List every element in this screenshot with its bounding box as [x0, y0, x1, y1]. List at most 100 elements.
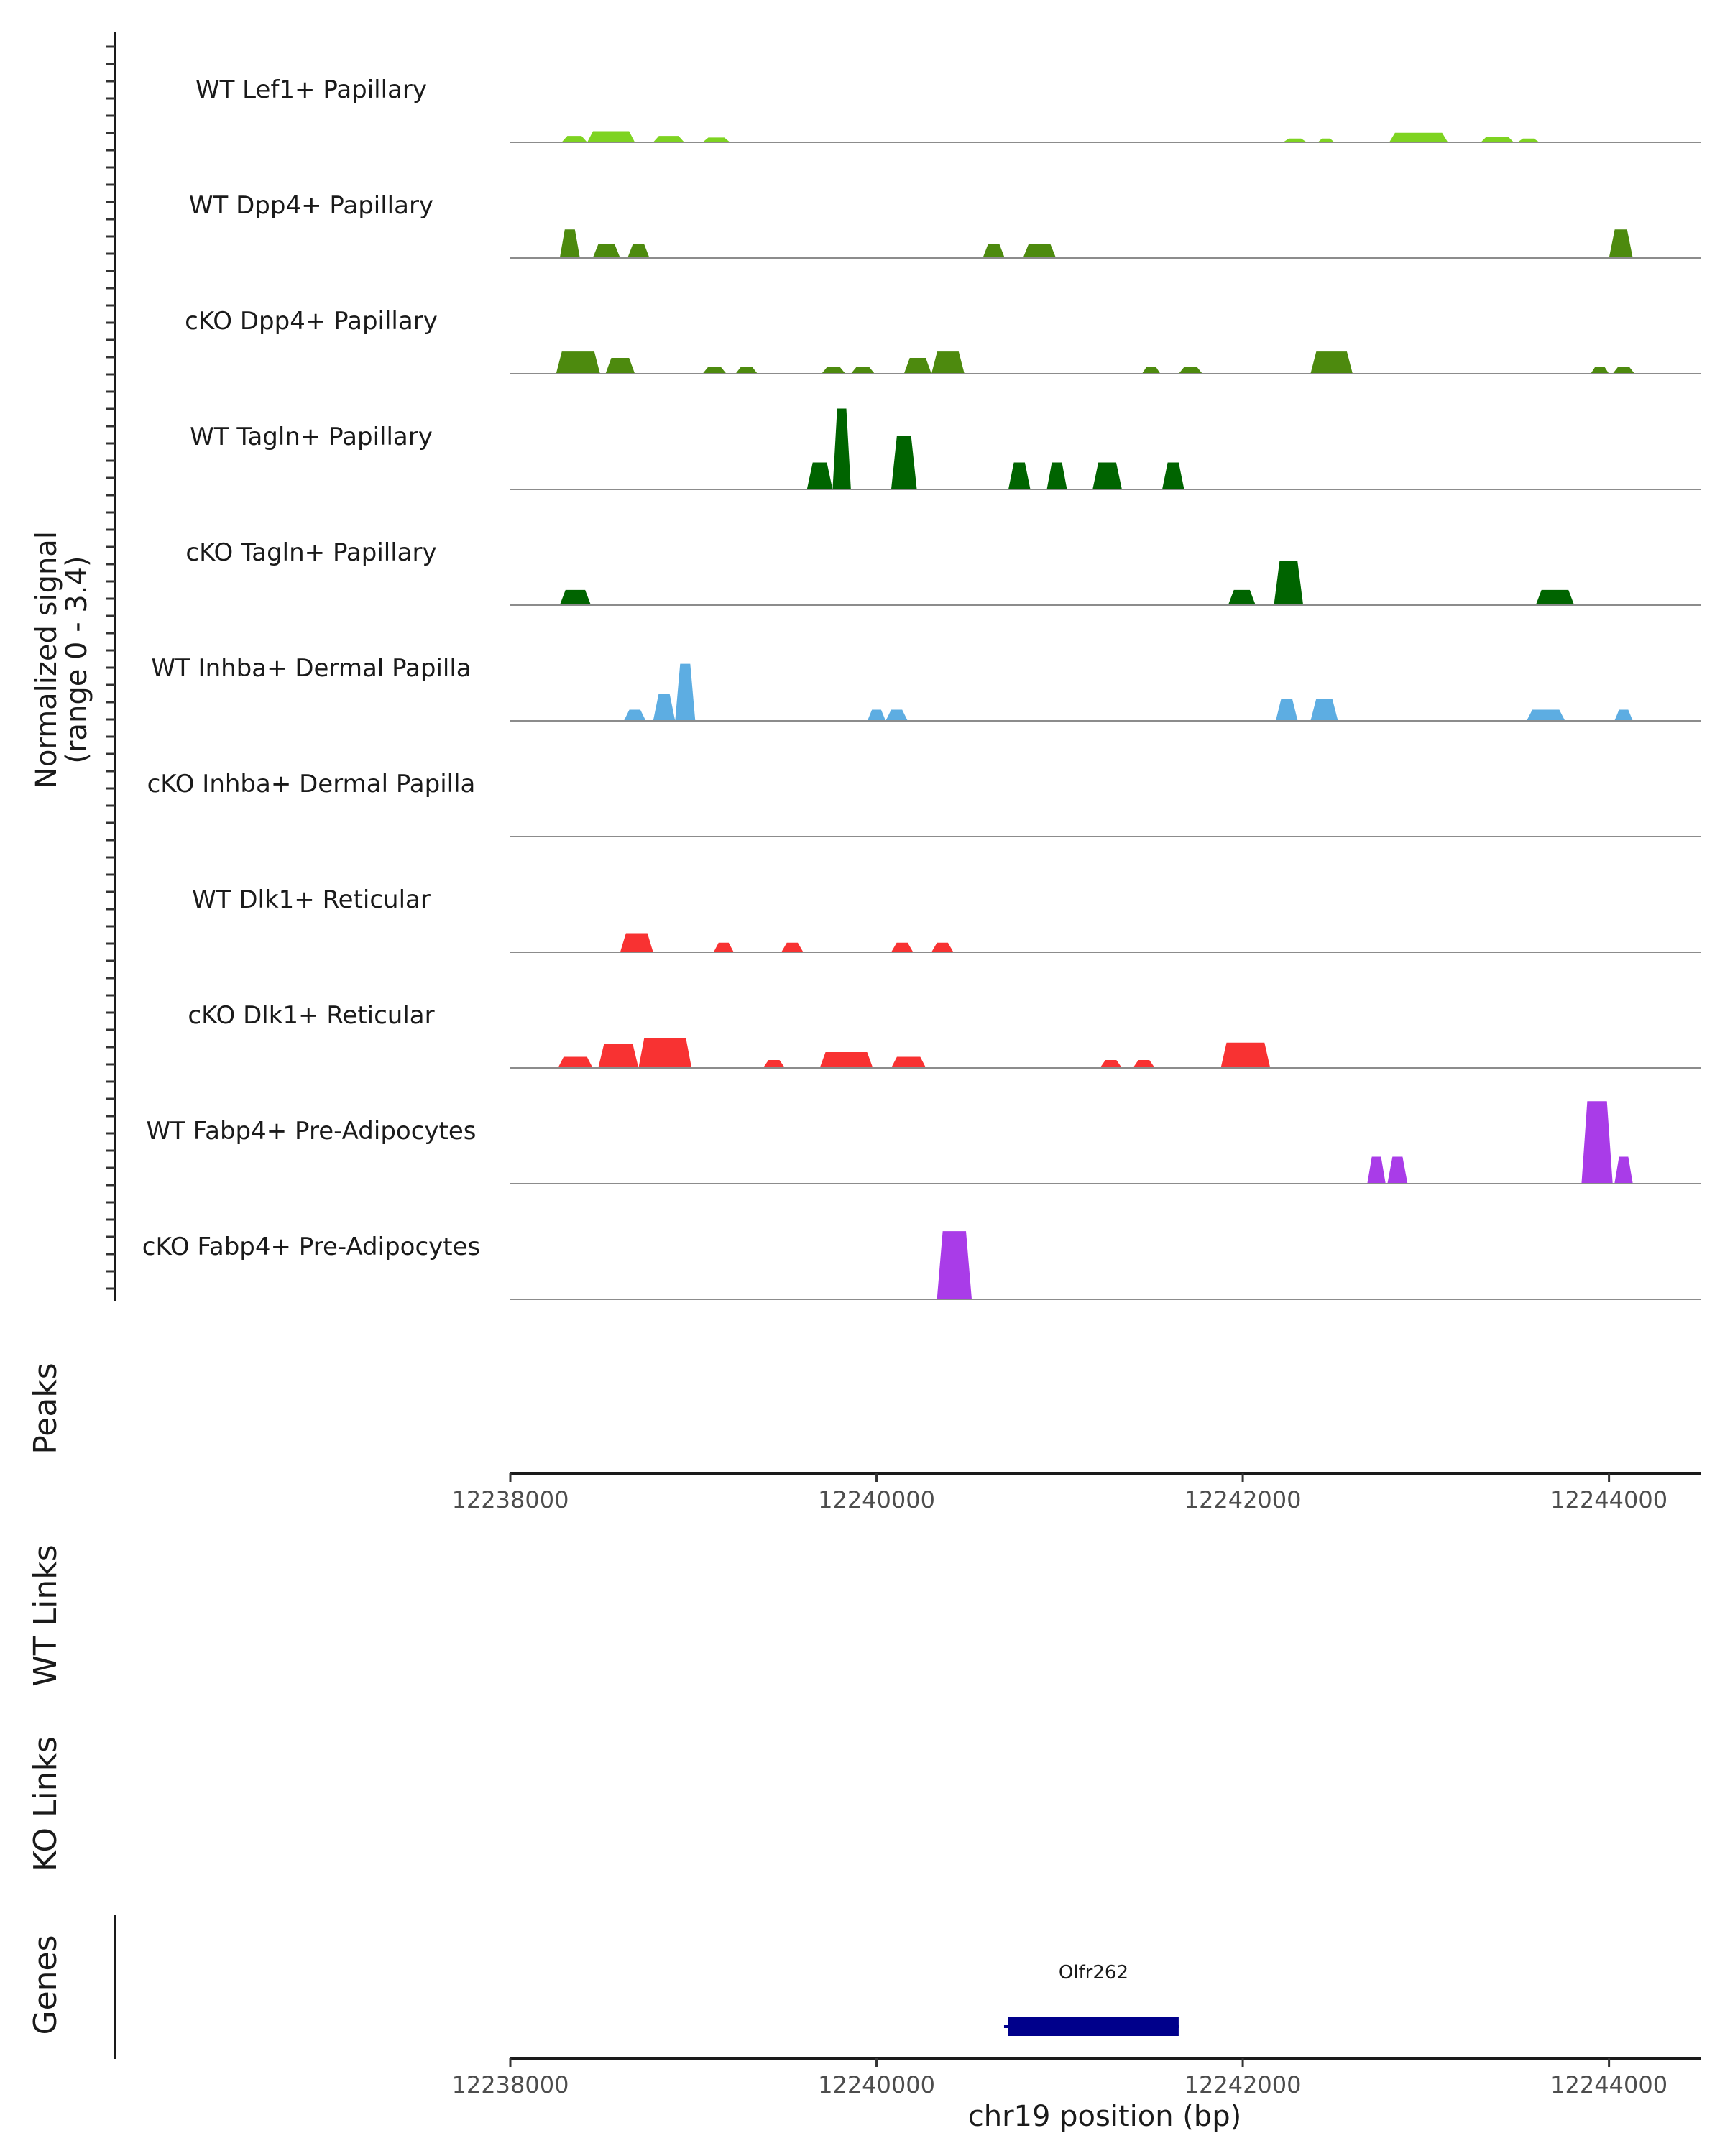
wt-links-panel-label: WT Links	[27, 1544, 64, 1686]
track-label: cKO Tagln+ Papillary	[185, 538, 436, 567]
y-axis-title: Normalized signal	[30, 531, 63, 788]
coverage-track: WT Lef1+ Papillary	[196, 75, 1701, 143]
coverage-peak	[627, 244, 650, 258]
coverage-peak	[1100, 1059, 1122, 1068]
coverage-peak	[850, 367, 875, 374]
coverage-peak	[620, 933, 653, 952]
genes-panel-label: Genes	[27, 1935, 64, 2035]
coverage-peak	[1517, 138, 1540, 142]
coverage-peak	[1317, 138, 1335, 142]
coverage-peak	[1023, 244, 1057, 258]
track-label: cKO Dlk1+ Reticular	[188, 1001, 434, 1030]
coverage-peak	[1310, 351, 1353, 374]
track-label: WT Lef1+ Papillary	[196, 75, 427, 104]
coverage-tracks: WT Lef1+ Papillary WT Dpp4+ Papillary cKO …	[142, 75, 1701, 1300]
coverage-peak	[592, 244, 620, 258]
coverage-peak	[891, 942, 914, 952]
coverage-peak	[1535, 589, 1575, 605]
coverage-peak	[832, 408, 851, 489]
coverage-track: cKO Inhba+ Dermal Papilla	[147, 770, 1701, 837]
coverage-peak	[1228, 589, 1256, 605]
coverage-peak	[561, 136, 588, 142]
coverage-peak	[1046, 462, 1067, 489]
coverage-peak	[623, 709, 646, 721]
coverage-peak	[822, 367, 846, 374]
y-axis-subtitle: (range 0 - 3.4)	[60, 556, 93, 763]
coverage-track: WT Inhba+ Dermal Papilla	[151, 654, 1701, 722]
x-tick-label: 12238000	[452, 2071, 569, 2099]
coverage-peak	[891, 436, 917, 489]
coverage-peak	[806, 462, 833, 489]
x-tick-label: 12240000	[818, 2071, 935, 2099]
track-label: cKO Inhba+ Dermal Papilla	[147, 770, 476, 798]
coverage-track: cKO Dpp4+ Papillary	[185, 307, 1701, 374]
coverage-peak	[1526, 709, 1565, 721]
track-label: WT Dlk1+ Reticular	[192, 885, 431, 914]
coverage-peak	[1609, 229, 1633, 258]
coverage-peak	[556, 351, 600, 374]
coverage-peak	[1367, 1156, 1386, 1184]
coverage-peak	[1162, 462, 1184, 489]
coverage-peak	[587, 131, 635, 142]
coverage-peak	[867, 709, 886, 721]
coverage-peak	[937, 1231, 972, 1299]
coverage-peak	[559, 589, 592, 605]
track-label: cKO Fabp4+ Pre-Adipocytes	[142, 1233, 481, 1261]
coverage-peak	[1612, 367, 1635, 374]
coverage-peak	[1389, 132, 1448, 142]
coverage-peak	[1614, 1156, 1633, 1184]
coverage-track: WT Dpp4+ Papillary	[189, 191, 1701, 259]
coverage-peak	[653, 136, 685, 142]
x-tick-label: 12242000	[1184, 2071, 1302, 2099]
coverage-peak	[1387, 1156, 1408, 1184]
coverage-track: WT Fabp4+ Pre-Adipocytes	[147, 1101, 1701, 1184]
coverage-peak	[1310, 699, 1338, 721]
coverage-peak	[886, 709, 908, 721]
coverage-peak	[598, 1044, 639, 1068]
x-tick-label: 12240000	[818, 1486, 935, 1514]
coverage-peak	[702, 137, 730, 142]
coverage-peak	[891, 1056, 926, 1068]
coverage-peak	[931, 351, 965, 374]
ko-links-panel-label: KO Links	[27, 1736, 64, 1871]
coverage-peak	[675, 663, 696, 721]
coverage-track: cKO Dlk1+ Reticular	[188, 1001, 1701, 1069]
x-axis-genes-panel: 12238000 12240000 12242000 12244000	[452, 2057, 1701, 2099]
coverage-peak	[903, 357, 932, 374]
coverage-peak	[1283, 138, 1307, 142]
coverage-peak	[1481, 137, 1514, 142]
coverage-peak	[1614, 709, 1633, 721]
coverage-peak	[559, 229, 580, 258]
coverage-peak	[1092, 462, 1122, 489]
gene-label: Olfr262	[1059, 1962, 1128, 1984]
coverage-peak	[1581, 1101, 1613, 1184]
coverage-peak	[1178, 367, 1203, 374]
coverage-peak	[558, 1056, 593, 1068]
coverage-track: cKO Tagln+ Papillary	[185, 538, 1701, 606]
coverage-peak	[735, 367, 758, 374]
coverage-peak	[1591, 367, 1609, 374]
track-label: WT Tagln+ Papillary	[190, 423, 433, 451]
coverage-peak	[819, 1051, 873, 1068]
x-tick-label: 12242000	[1184, 1486, 1302, 1514]
coverage-peak	[1133, 1059, 1155, 1068]
track-label: WT Inhba+ Dermal Papilla	[151, 654, 471, 683]
peaks-panel-label: Peaks	[27, 1363, 64, 1454]
coverage-peak	[931, 942, 954, 952]
coverage-peak	[1275, 699, 1298, 721]
gene-track: Olfr262	[1003, 1962, 1179, 2036]
x-axis-title: chr19 position (bp)	[968, 2100, 1242, 2133]
x-axis-peaks-panel: 12238000 12240000 12242000 12244000	[452, 1472, 1701, 1514]
coverage-peak	[1274, 561, 1304, 605]
coverage-y-ticks	[106, 45, 115, 1290]
coverage-peak	[781, 942, 804, 952]
coverage-peak	[763, 1059, 786, 1068]
x-tick-label: 12244000	[1550, 2071, 1668, 2099]
track-label: WT Dpp4+ Papillary	[189, 191, 433, 220]
coverage-peak	[713, 942, 734, 952]
track-label: cKO Dpp4+ Papillary	[185, 307, 438, 336]
coverage-peak	[605, 357, 635, 374]
coverage-peak	[983, 244, 1005, 258]
coverage-peak	[638, 1038, 692, 1068]
